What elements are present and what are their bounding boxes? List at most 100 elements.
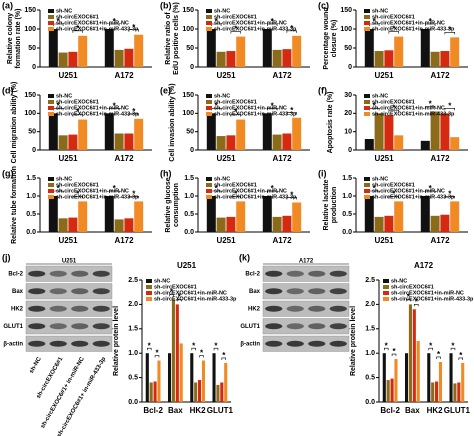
significance-bracket <box>128 113 139 116</box>
bar <box>394 201 404 232</box>
y-tick-label: 1.5 <box>128 326 138 333</box>
bar <box>382 353 386 402</box>
legend-swatch <box>48 15 54 19</box>
significance-label: * <box>215 17 219 26</box>
significance-label: * <box>448 190 452 199</box>
bar <box>216 136 226 150</box>
blot-band <box>71 305 89 312</box>
bar <box>68 134 78 150</box>
bar <box>206 113 216 150</box>
blot-strip <box>25 265 113 282</box>
blot-strip <box>25 283 113 300</box>
legend-swatch <box>206 21 212 25</box>
bar <box>48 29 58 67</box>
legend-swatch <box>206 15 212 19</box>
significance-bracket <box>267 23 278 26</box>
significance-bracket <box>444 108 455 111</box>
y-axis-label: Relative tube formation <box>11 166 18 244</box>
bar <box>262 29 272 67</box>
legend-swatch <box>206 183 212 187</box>
blot-band <box>28 323 46 330</box>
legend-label: sh-NC <box>214 8 230 14</box>
legend-swatch <box>48 183 54 187</box>
legend-label: sh-circEXOC6#1 <box>391 284 434 290</box>
y-axis-label: Apoptosis rate (%) <box>327 92 334 154</box>
y-tick-label: 150 <box>182 7 194 14</box>
significance-bracket <box>72 30 83 33</box>
legend-swatch <box>364 27 370 31</box>
significance-label: * <box>76 190 80 199</box>
significance-label: * <box>392 190 396 199</box>
significance-bracket <box>154 355 160 358</box>
bar <box>134 118 144 150</box>
significance-bracket <box>267 190 278 193</box>
y-tick-label: 150 <box>24 92 36 99</box>
blot-band <box>265 323 283 330</box>
significance-bracket <box>230 31 241 34</box>
significance-label: * <box>214 341 218 350</box>
significance-label: * <box>200 349 204 358</box>
bar <box>114 133 124 150</box>
significance-bracket <box>221 357 227 360</box>
y-tick-label: 0 <box>190 64 194 71</box>
blot-band <box>308 340 326 347</box>
blot-band <box>286 323 304 330</box>
legend-label: sh-NC <box>154 278 170 284</box>
blot-title: U251 <box>62 259 77 265</box>
x-tick-label: A172 <box>430 71 450 80</box>
legend-label: sh-circEXOC6#1+in-miR-433-3p <box>214 26 297 32</box>
legend-label: sh-circEXOC6#1 <box>154 284 197 290</box>
significance-label: * <box>113 101 117 110</box>
significance-label: * <box>113 184 117 193</box>
y-tick-label: 30 <box>344 92 352 99</box>
bar <box>420 196 430 232</box>
blot-band <box>329 323 347 330</box>
significance-bracket <box>109 108 120 111</box>
panel-label: (j) <box>2 252 11 262</box>
significance-label: * <box>429 184 433 193</box>
blot-lane-label: sh-NC <box>29 356 43 375</box>
significance-bracket <box>388 196 399 199</box>
significance-label: * <box>271 184 275 193</box>
legend-label: sh-NC <box>56 176 72 182</box>
y-tick-label: 1.0 <box>26 193 36 200</box>
blot-band <box>286 305 304 312</box>
bar <box>394 359 398 402</box>
x-tick-label: GLUT1 <box>444 406 471 415</box>
significance-bracket <box>286 112 297 115</box>
y-axis-label: Relative ratio of <box>165 12 172 65</box>
legend-label: sh-circEXOC6#1+in-miR-NC <box>372 105 445 111</box>
legend-label: sh-circEXOC6#1+in-miR-NC <box>372 20 445 26</box>
y-axis-label: Relative colony <box>7 13 14 64</box>
bar <box>194 382 198 402</box>
bar <box>386 380 390 402</box>
y-tick-label: 1.0 <box>184 193 194 200</box>
blot-band <box>329 305 347 312</box>
significance-label: * <box>429 17 433 26</box>
y-tick-label: 10 <box>344 129 352 136</box>
bar <box>374 113 384 150</box>
significance-label: * <box>132 190 136 199</box>
significance-label: * <box>271 17 275 26</box>
significance-bracket <box>444 32 455 35</box>
bar <box>461 362 465 402</box>
significance-bracket <box>230 114 241 117</box>
x-tick-label: HK2 <box>190 406 207 415</box>
legend-label: sh-circEXOC6#1+in-miR-433-3p <box>56 111 139 117</box>
bar <box>124 218 134 232</box>
bar <box>435 381 439 402</box>
legend-swatch <box>364 106 370 110</box>
significance-bracket <box>388 31 399 34</box>
bar <box>430 111 440 150</box>
significance-bracket <box>72 196 83 199</box>
significance-label: * <box>373 17 377 26</box>
bar <box>449 353 453 402</box>
y-tick-label: 100 <box>24 110 36 117</box>
y-axis-label: formation rate (%) <box>15 9 22 69</box>
legend-label: sh-circEXOC6#1+in-miR-NC <box>154 290 227 296</box>
bar <box>236 119 246 150</box>
bar <box>364 29 374 67</box>
x-tick-label: Bcl-2 <box>143 406 163 415</box>
significance-label: * <box>448 25 452 34</box>
y-tick-label: 1.5 <box>365 326 375 333</box>
